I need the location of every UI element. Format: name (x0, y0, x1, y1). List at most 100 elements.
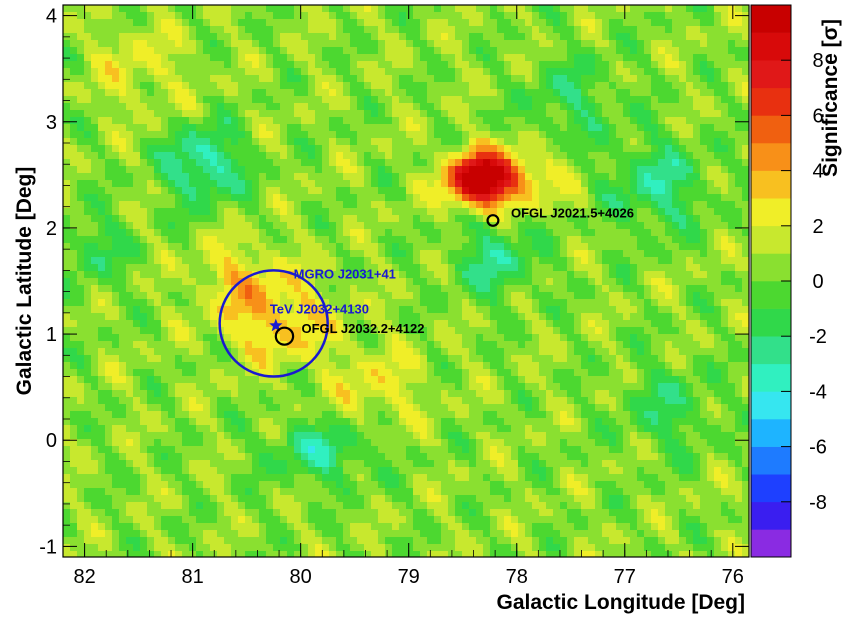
heatmap-cell (287, 250, 295, 258)
heatmap-cell (343, 348, 351, 356)
heatmap-cell (658, 40, 666, 48)
heatmap-cell (693, 145, 701, 153)
heatmap-cell (77, 257, 85, 265)
heatmap-cell (357, 320, 365, 328)
heatmap-cell (266, 341, 274, 349)
heatmap-cell (742, 124, 749, 132)
heatmap-cell (245, 215, 253, 223)
heatmap-cell (252, 348, 260, 356)
heatmap-cell (602, 222, 610, 230)
heatmap-cell (287, 12, 295, 20)
heatmap-cell (581, 54, 589, 62)
heatmap-cell (742, 19, 749, 27)
heatmap-cell (469, 299, 477, 307)
heatmap-cell (343, 250, 351, 258)
heatmap-cell (196, 47, 204, 55)
heatmap-cell (371, 159, 379, 167)
heatmap-cell (553, 96, 561, 104)
heatmap-cell (553, 243, 561, 251)
heatmap-cell (525, 299, 533, 307)
heatmap-cell (630, 159, 638, 167)
heatmap-cell (182, 12, 190, 20)
heatmap-cell (294, 229, 302, 237)
heatmap-cell (581, 264, 589, 272)
heatmap-cell (560, 82, 568, 90)
heatmap-cell (63, 299, 71, 307)
heatmap-cell (644, 285, 652, 293)
heatmap-cell (91, 103, 99, 111)
heatmap-cell (420, 68, 428, 76)
heatmap-cell (189, 54, 197, 62)
heatmap-cell (112, 117, 120, 125)
heatmap-cell (203, 320, 211, 328)
heatmap-cell (455, 131, 463, 139)
heatmap-cell (504, 348, 512, 356)
heatmap-cell (280, 215, 288, 223)
heatmap-cell (231, 243, 239, 251)
heatmap-cell (70, 152, 78, 160)
heatmap-cell (182, 47, 190, 55)
heatmap-cell (483, 124, 491, 132)
heatmap-cell (707, 201, 715, 209)
heatmap-cell (644, 131, 652, 139)
heatmap-cell (693, 355, 701, 363)
heatmap-cell (714, 5, 722, 13)
heatmap-cell (231, 180, 239, 188)
heatmap-cell (581, 131, 589, 139)
heatmap-cell (70, 40, 78, 48)
heatmap-cell (455, 117, 463, 125)
heatmap-cell (217, 208, 225, 216)
heatmap-cell (595, 292, 603, 300)
heatmap-cell (651, 117, 659, 125)
heatmap-cell (175, 5, 183, 13)
heatmap-cell (644, 166, 652, 174)
heatmap-cell (343, 82, 351, 90)
heatmap-cell (721, 68, 729, 76)
heatmap-cell (476, 47, 484, 55)
heatmap-cell (441, 12, 449, 20)
heatmap-cell (574, 257, 582, 265)
heatmap-cell (441, 19, 449, 27)
heatmap-cell (441, 229, 449, 237)
heatmap-cell (119, 89, 127, 97)
heatmap-cell (364, 250, 372, 258)
heatmap-cell (217, 271, 225, 279)
heatmap-cell (224, 257, 232, 265)
heatmap-cell (406, 313, 414, 321)
heatmap-cell (567, 299, 575, 307)
heatmap-cell (161, 89, 169, 97)
heatmap-cell (210, 96, 218, 104)
heatmap-cell (511, 159, 519, 167)
heatmap-cell (238, 348, 246, 356)
heatmap-cell (91, 348, 99, 356)
heatmap-cell (420, 320, 428, 328)
heatmap-cell (406, 54, 414, 62)
heatmap-cell (238, 82, 246, 90)
heatmap-cell (133, 117, 141, 125)
heatmap-cell (63, 131, 71, 139)
heatmap-cell (714, 278, 722, 286)
heatmap-cell (77, 54, 85, 62)
heatmap-cell (231, 215, 239, 223)
heatmap-cell (497, 33, 505, 41)
heatmap-cell (378, 145, 386, 153)
heatmap-cell (217, 5, 225, 13)
heatmap-cell (175, 89, 183, 97)
heatmap-cell (336, 54, 344, 62)
heatmap-cell (728, 236, 736, 244)
heatmap-cell (91, 75, 99, 83)
heatmap-cell (679, 138, 687, 146)
heatmap-cell (497, 124, 505, 132)
heatmap-cell (98, 117, 106, 125)
heatmap-cell (336, 82, 344, 90)
heatmap-cell (364, 138, 372, 146)
heatmap-cell (518, 306, 526, 314)
heatmap-cell (105, 229, 113, 237)
heatmap-cell (665, 306, 673, 314)
heatmap-cell (259, 47, 267, 55)
heatmap-cell (679, 250, 687, 258)
heatmap-cell (329, 75, 337, 83)
heatmap-cell (238, 117, 246, 125)
heatmap-cell (546, 110, 554, 118)
heatmap-cell (182, 145, 190, 153)
